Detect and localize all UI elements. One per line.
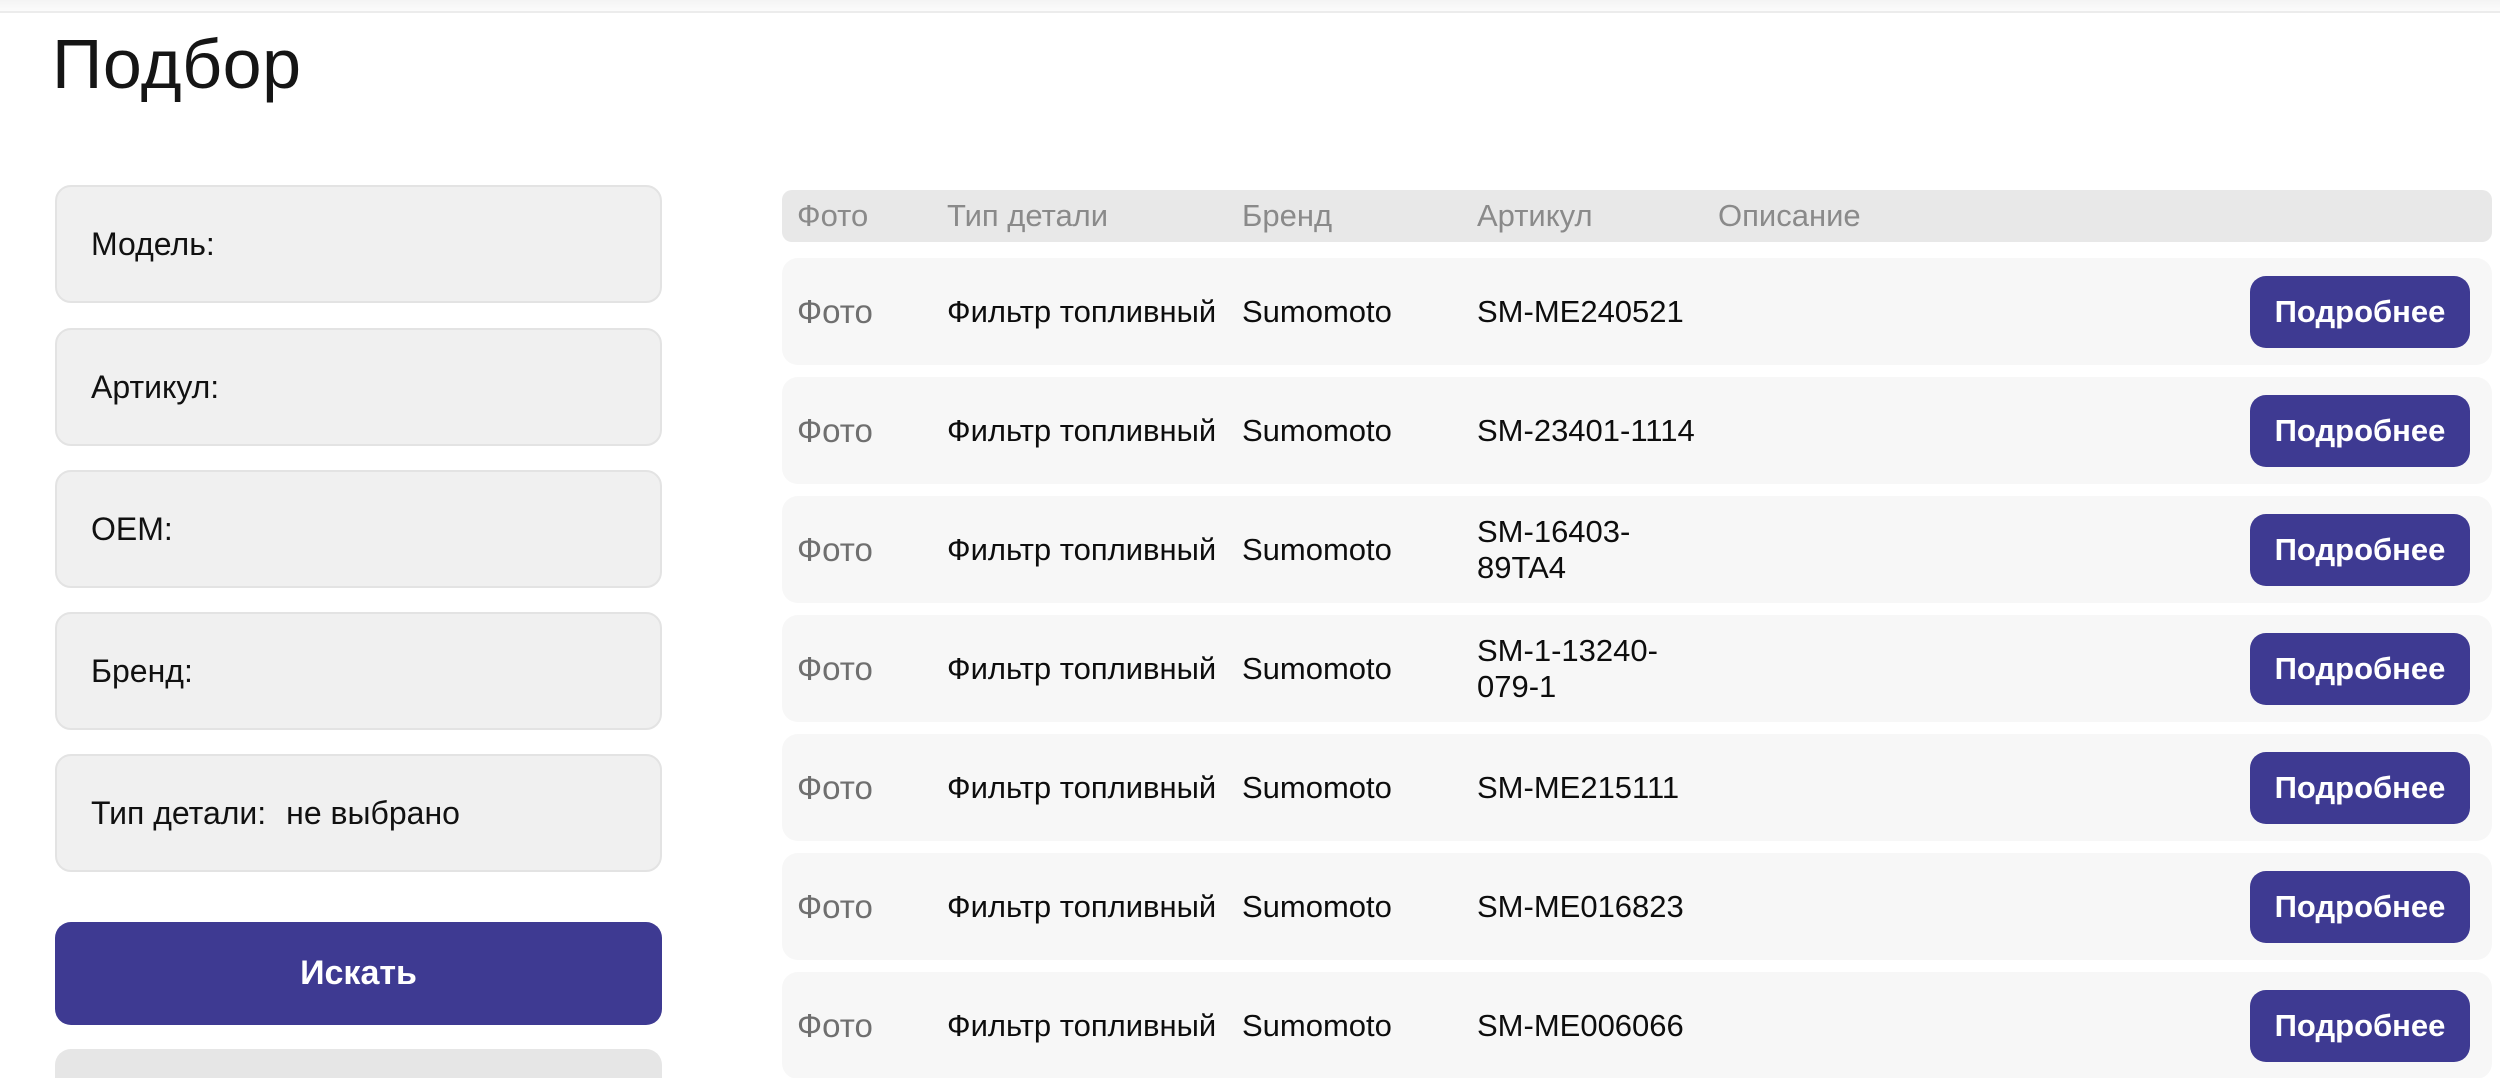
filter-model-label: Модель: xyxy=(91,225,215,262)
cell-sku: SM-16403-89TA4 xyxy=(1477,513,1631,585)
details-button[interactable]: Подробнее xyxy=(2250,870,2470,943)
table-row: Фото Фильтр топливный Sumomoto SM-ME0060… xyxy=(782,972,2492,1078)
page-title: Подбор xyxy=(52,25,302,103)
cell-part-type: Фильтр топливный xyxy=(947,650,1217,686)
filter-oem[interactable]: OEM: xyxy=(55,470,662,588)
table-row: Фото Фильтр топливный Sumomoto SM-1-1324… xyxy=(782,615,2492,722)
filter-oem-label: OEM: xyxy=(91,510,173,547)
cell-sku: SM-ME006066 xyxy=(1477,1007,1684,1043)
header-brand: Бренд xyxy=(1242,198,1333,233)
cell-part-type: Фильтр топливный xyxy=(947,412,1217,448)
cell-brand: Sumomoto xyxy=(1242,650,1392,686)
filter-brand[interactable]: Бренд: xyxy=(55,612,662,730)
table-header: Фото Тип детали Бренд Артикул Описание xyxy=(782,190,2492,242)
table-row: Фото Фильтр топливный Sumomoto SM-23401-… xyxy=(782,377,2492,484)
filter-model[interactable]: Модель: xyxy=(55,185,662,303)
cell-part-type: Фильтр топливный xyxy=(947,888,1217,924)
filter-part-type[interactable]: Тип детали: не выбрано xyxy=(55,754,662,872)
top-navbar-edge xyxy=(0,0,2500,13)
cell-sku: SM-23401-1114 xyxy=(1477,412,1695,448)
details-button[interactable]: Подробнее xyxy=(2250,632,2470,705)
table-row: Фото Фильтр топливный Sumomoto SM-ME2405… xyxy=(782,258,2492,365)
details-button[interactable]: Подробнее xyxy=(2250,989,2470,1062)
header-sku: Артикул xyxy=(1477,198,1593,233)
cell-brand: Sumomoto xyxy=(1242,412,1392,448)
details-button[interactable]: Подробнее xyxy=(2250,513,2470,586)
cell-brand: Sumomoto xyxy=(1242,769,1392,805)
cell-photo: Фото xyxy=(797,292,873,330)
cell-brand: Sumomoto xyxy=(1242,531,1392,567)
cell-brand: Sumomoto xyxy=(1242,293,1392,329)
cell-photo: Фото xyxy=(797,1006,873,1044)
cell-brand: Sumomoto xyxy=(1242,1007,1392,1043)
table-row: Фото Фильтр топливный Sumomoto SM-ME2151… xyxy=(782,734,2492,841)
header-part-type: Тип детали xyxy=(947,198,1109,233)
details-button[interactable]: Подробнее xyxy=(2250,394,2470,467)
cell-part-type: Фильтр топливный xyxy=(947,769,1217,805)
header-photo: Фото xyxy=(797,198,869,233)
cell-photo: Фото xyxy=(797,411,873,449)
filter-sku-label: Артикул: xyxy=(91,368,220,405)
cell-sku: SM-1-13240-079-1 xyxy=(1477,632,1658,704)
details-button[interactable]: Подробнее xyxy=(2250,275,2470,348)
cell-sku: SM-ME016823 xyxy=(1477,888,1684,924)
cell-photo: Фото xyxy=(797,649,873,687)
cell-photo: Фото xyxy=(797,768,873,806)
details-button[interactable]: Подробнее xyxy=(2250,751,2470,824)
header-description: Описание xyxy=(1718,198,1861,233)
filter-brand-label: Бренд: xyxy=(91,652,193,689)
cell-part-type: Фильтр топливный xyxy=(947,531,1217,567)
cell-sku: SM-ME215111 xyxy=(1477,769,1680,805)
filter-sku[interactable]: Артикул: xyxy=(55,328,662,446)
cell-brand: Sumomoto xyxy=(1242,888,1392,924)
results-table: Фото Тип детали Бренд Артикул Описание Ф… xyxy=(782,190,2492,1078)
table-row: Фото Фильтр топливный Sumomoto SM-ME0168… xyxy=(782,853,2492,960)
search-button[interactable]: Искать xyxy=(55,922,662,1025)
cell-part-type: Фильтр топливный xyxy=(947,293,1217,329)
cell-part-type: Фильтр топливный xyxy=(947,1007,1217,1043)
cell-sku: SM-ME240521 xyxy=(1477,293,1684,329)
sidebar-extra-box xyxy=(55,1049,662,1078)
filter-part-type-label: Тип детали: xyxy=(91,794,267,831)
cell-photo: Фото xyxy=(797,530,873,568)
table-row: Фото Фильтр топливный Sumomoto SM-16403-… xyxy=(782,496,2492,603)
filter-part-type-value: не выбрано xyxy=(286,794,460,831)
cell-photo: Фото xyxy=(797,887,873,925)
